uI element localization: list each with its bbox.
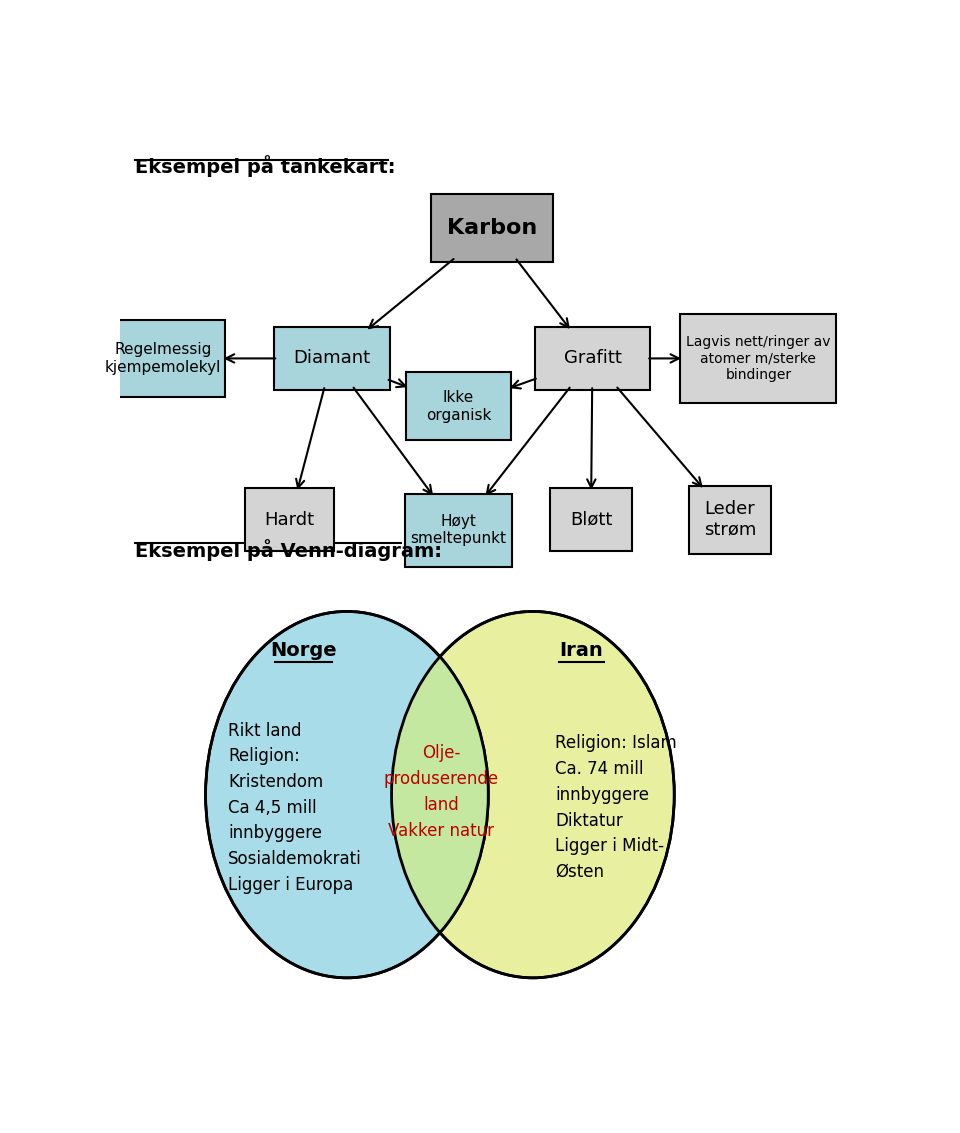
Text: Høyt
smeltepunkt: Høyt smeltepunkt [411, 514, 507, 546]
Ellipse shape [205, 612, 489, 978]
Text: Karbon: Karbon [446, 218, 538, 238]
FancyBboxPatch shape [689, 486, 771, 554]
FancyBboxPatch shape [245, 488, 334, 552]
Text: Lagvis nett/ringer av
atomer m/sterke
bindinger: Lagvis nett/ringer av atomer m/sterke bi… [686, 335, 830, 382]
Text: Iran: Iran [560, 641, 603, 661]
Text: Bløtt: Bløtt [570, 511, 612, 529]
Text: Grafitt: Grafitt [564, 349, 621, 367]
FancyBboxPatch shape [406, 373, 511, 441]
FancyBboxPatch shape [535, 327, 650, 390]
Text: Diamant: Diamant [294, 349, 371, 367]
Ellipse shape [392, 612, 674, 978]
Text: Leder
strøm: Leder strøm [704, 501, 756, 539]
Text: Rikt land
Religion:
Kristendom
Ca 4,5 mill
innbyggere
Sosialdemokrati
Ligger i E: Rikt land Religion: Kristendom Ca 4,5 mi… [228, 722, 362, 894]
Text: Ikke
organisk: Ikke organisk [426, 390, 492, 423]
FancyBboxPatch shape [431, 194, 553, 262]
Text: Eksempel på Venn-diagram:: Eksempel på Venn-diagram: [134, 539, 442, 561]
Ellipse shape [205, 612, 489, 978]
Text: Olje-
produserende
land
Vakker natur: Olje- produserende land Vakker natur [384, 744, 499, 840]
FancyBboxPatch shape [275, 327, 390, 390]
FancyBboxPatch shape [102, 320, 225, 397]
FancyBboxPatch shape [550, 488, 632, 552]
Text: Eksempel på tankekart:: Eksempel på tankekart: [134, 155, 396, 177]
Text: Religion: Islam
Ca. 74 mill
innbyggere
Diktatur
Ligger i Midt-
Østen: Religion: Islam Ca. 74 mill innbyggere D… [555, 734, 677, 881]
Text: Hardt: Hardt [265, 511, 315, 529]
FancyBboxPatch shape [404, 494, 513, 566]
Ellipse shape [392, 612, 674, 978]
FancyBboxPatch shape [681, 314, 836, 403]
Text: Norge: Norge [271, 641, 337, 661]
Text: Regelmessig
kjempemolekyl: Regelmessig kjempemolekyl [105, 342, 222, 375]
